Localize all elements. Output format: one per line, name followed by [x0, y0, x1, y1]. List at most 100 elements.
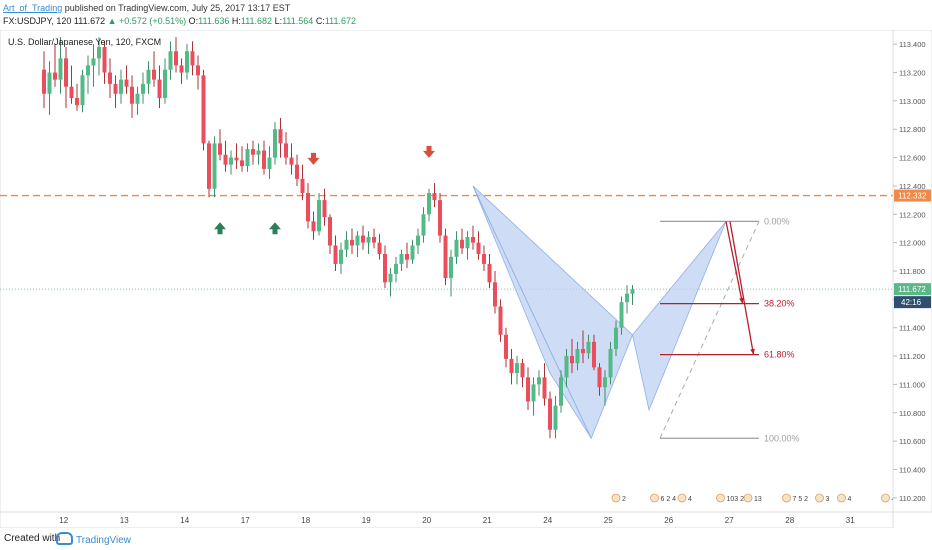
candle-body[interactable] — [476, 242, 481, 254]
candle-body[interactable] — [207, 143, 211, 189]
harmonic-pattern-leg[interactable] — [632, 221, 727, 412]
harmonic-pattern-leg[interactable] — [472, 185, 633, 440]
candle-body[interactable] — [377, 242, 382, 254]
candle-body[interactable] — [53, 72, 57, 80]
candle-body[interactable] — [559, 377, 563, 406]
candle-body[interactable] — [630, 289, 635, 294]
candle-body[interactable] — [306, 193, 310, 222]
candle-body[interactable] — [69, 86, 74, 99]
candle-body[interactable] — [119, 79, 123, 94]
candle-body[interactable] — [449, 256, 453, 279]
candle-body[interactable] — [410, 245, 415, 260]
candle-body[interactable] — [405, 253, 409, 260]
candle-body[interactable] — [218, 143, 222, 155]
candle-body[interactable] — [229, 157, 233, 165]
candle-body[interactable] — [421, 214, 426, 236]
candle-body[interactable] — [526, 377, 530, 402]
event-flag-icon[interactable] — [881, 493, 890, 503]
candle-body[interactable] — [350, 239, 354, 246]
candle-body[interactable] — [383, 253, 387, 283]
candle-body[interactable] — [608, 348, 613, 378]
candle-body[interactable] — [256, 150, 261, 155]
candle-body[interactable] — [295, 164, 299, 179]
candle-body[interactable] — [372, 236, 376, 243]
candle-body[interactable] — [58, 58, 63, 80]
up-arrow-icon[interactable] — [269, 222, 281, 235]
candle-body[interactable] — [454, 239, 459, 257]
candle-body[interactable] — [196, 65, 200, 76]
candle-body[interactable] — [553, 405, 558, 430]
candle-body[interactable] — [80, 75, 85, 106]
candle-body[interactable] — [212, 143, 217, 189]
candle-body[interactable] — [482, 253, 486, 264]
candle-body[interactable] — [581, 348, 585, 354]
candle-body[interactable] — [493, 282, 497, 307]
candle-body[interactable] — [201, 75, 206, 144]
event-flag-icon[interactable] — [815, 493, 824, 503]
candle-body[interactable] — [564, 356, 569, 378]
candle-body[interactable] — [394, 263, 398, 274]
candle-body[interactable] — [300, 178, 305, 194]
candle-body[interactable] — [570, 356, 574, 364]
candle-body[interactable] — [47, 72, 52, 94]
candle-body[interactable] — [130, 86, 134, 104]
candle-body[interactable] — [531, 384, 536, 402]
candle-body[interactable] — [185, 51, 189, 73]
candle-body[interactable] — [542, 377, 547, 399]
candle-body[interactable] — [333, 245, 338, 264]
candle-body[interactable] — [388, 273, 393, 283]
candle-body[interactable] — [311, 221, 316, 232]
candle-body[interactable] — [355, 235, 360, 246]
candle-body[interactable] — [432, 193, 437, 201]
candle-body[interactable] — [366, 236, 371, 243]
candle-body[interactable] — [460, 239, 464, 249]
candle-body[interactable] — [152, 69, 156, 80]
candle-body[interactable] — [273, 129, 277, 158]
candle-body[interactable] — [267, 157, 272, 169]
candle-body[interactable] — [113, 83, 118, 94]
candle-body[interactable] — [416, 235, 420, 246]
candle-body[interactable] — [427, 193, 431, 215]
candle-body[interactable] — [190, 51, 195, 66]
candle-body[interactable] — [520, 363, 525, 378]
candle-body[interactable] — [575, 348, 580, 364]
candle-body[interactable] — [487, 263, 492, 283]
candle-body[interactable] — [240, 160, 244, 167]
candle-body[interactable] — [223, 154, 228, 165]
candle-body[interactable] — [322, 200, 327, 218]
candle-body[interactable] — [619, 302, 624, 328]
candle-body[interactable] — [361, 235, 365, 243]
candle-body[interactable] — [399, 253, 404, 264]
candle-body[interactable] — [97, 47, 101, 59]
candle-body[interactable] — [284, 143, 288, 158]
down-arrow-icon[interactable] — [307, 152, 320, 165]
candle-body[interactable] — [289, 157, 294, 165]
candle-body[interactable] — [75, 98, 79, 106]
candle-body[interactable] — [86, 65, 90, 76]
down-arrow-icon[interactable] — [423, 145, 435, 158]
candle-body[interactable] — [278, 129, 283, 144]
candle-body[interactable] — [124, 79, 129, 87]
candle-body[interactable] — [91, 58, 96, 66]
candle-body[interactable] — [586, 341, 591, 354]
candle-body[interactable] — [509, 358, 514, 374]
candle-body[interactable] — [102, 47, 107, 73]
candle-body[interactable] — [515, 363, 519, 374]
candle-body[interactable] — [537, 377, 541, 385]
candle-body[interactable] — [135, 93, 140, 104]
candle-body[interactable] — [504, 334, 508, 359]
candle-body[interactable] — [592, 341, 596, 368]
event-flag-icon[interactable] — [650, 493, 659, 503]
candle-body[interactable] — [614, 327, 618, 349]
candle-body[interactable] — [438, 200, 442, 236]
up-arrow-icon[interactable] — [214, 222, 226, 235]
candle-body[interactable] — [548, 398, 552, 430]
event-flag-icon[interactable] — [611, 493, 621, 503]
event-flag-icon[interactable] — [837, 493, 846, 503]
author-link[interactable]: Art_of_Trading — [3, 3, 63, 13]
candle-body[interactable] — [168, 51, 173, 70]
candle-body[interactable] — [42, 69, 46, 94]
candle-body[interactable] — [262, 150, 266, 169]
candle-body[interactable] — [328, 217, 332, 246]
candle-body[interactable] — [317, 200, 321, 232]
